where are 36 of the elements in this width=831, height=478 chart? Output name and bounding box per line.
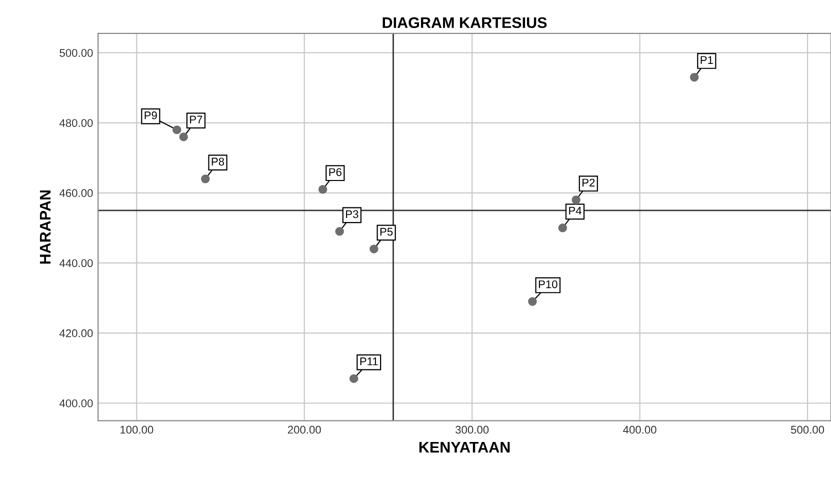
point [335,227,344,236]
point [572,196,580,204]
annotation: P1 [700,56,713,64]
annotation: P10 [538,280,558,288]
point [690,72,699,82]
y-axis-title: HARAPAN [40,190,50,264]
x-tick-label: 100.00 [120,426,154,434]
annotation: P2 [582,178,595,186]
point [349,374,358,383]
point [370,244,378,254]
annotation: P9 [144,111,157,120]
annotation: P8 [212,158,224,166]
x-tick-label: 300.00 [456,426,489,434]
annotation: P3 [346,210,358,218]
y-tick-label: 420.00 [59,329,93,338]
point [318,185,328,194]
x-tick-label: 200.00 [288,426,321,434]
point [528,297,537,306]
annotation: P7 [190,116,202,124]
chart-title: DIAGRAM KARTESIUS [382,17,547,28]
y-tick-label: 440.00 [59,259,93,268]
point [558,224,568,232]
y-tick-label: 480.00 [59,119,93,127]
annotation: P11 [360,358,378,366]
x-tick-label: 500.00 [790,426,824,434]
y-tick-label: 400.00 [59,399,93,408]
point [172,125,182,134]
point [201,174,210,184]
annotation: P4 [569,206,582,215]
x-axis-title: KENYATAAN [419,442,510,452]
annotation: P5 [380,228,393,236]
point [179,132,188,142]
annotation: P6 [329,168,342,176]
y-tick-label: 500.00 [60,49,93,57]
x-tick-label: 400.00 [623,426,656,434]
y-tick-label: 460.00 [59,189,93,198]
